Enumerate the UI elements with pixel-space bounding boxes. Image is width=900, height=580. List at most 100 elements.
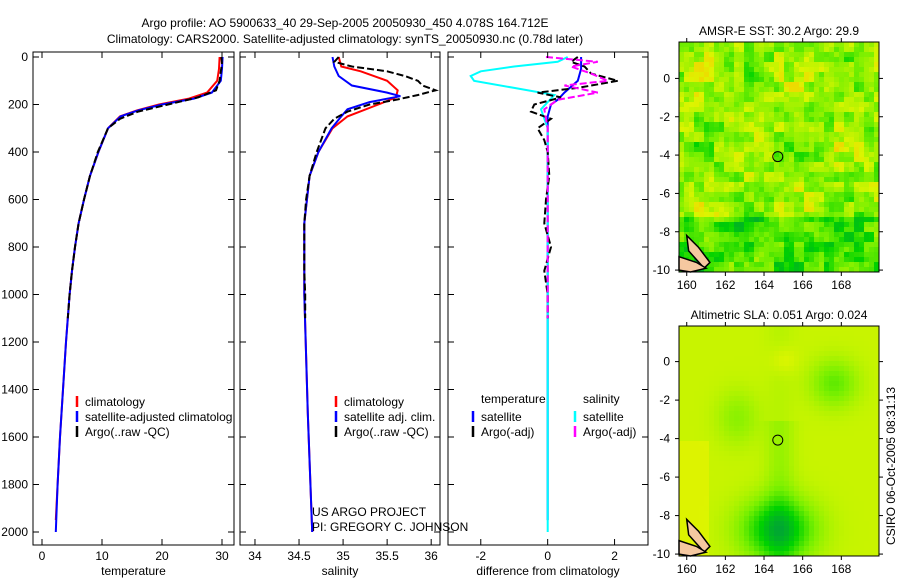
map-cell — [704, 247, 709, 252]
map-cell — [844, 247, 849, 252]
map-cell — [764, 406, 769, 411]
map-cell — [839, 436, 844, 441]
map-cell — [849, 411, 854, 416]
map-cell — [769, 237, 774, 242]
map-cell — [774, 142, 779, 147]
map-cell — [729, 551, 734, 556]
map-cell — [679, 351, 684, 356]
map-cell — [764, 401, 769, 406]
map-cell — [739, 192, 744, 197]
map-cell — [764, 366, 769, 371]
map-cell — [729, 421, 734, 426]
map-cell — [864, 167, 869, 172]
map-cell — [829, 511, 834, 516]
map-cell — [754, 237, 759, 242]
map-cell — [819, 431, 824, 436]
map-cell — [819, 336, 824, 341]
map-cell — [734, 202, 739, 207]
map-cell — [754, 521, 759, 526]
map-cell — [849, 152, 854, 157]
map-cell — [744, 262, 749, 267]
map-cell — [854, 267, 859, 272]
map-cell — [819, 446, 824, 451]
map-cell — [874, 371, 879, 376]
map-cell — [754, 122, 759, 127]
map-cell — [749, 326, 754, 331]
map-cell — [769, 481, 774, 486]
map-cell — [689, 202, 694, 207]
map-cell — [699, 157, 704, 162]
map-cell — [794, 456, 799, 461]
map-cell — [789, 157, 794, 162]
map-cell — [729, 436, 734, 441]
map-cell — [769, 42, 774, 47]
map-cell — [779, 401, 784, 406]
map-cell — [684, 386, 689, 391]
map-cell — [859, 536, 864, 541]
map-cell — [729, 102, 734, 107]
map-cell — [794, 47, 799, 52]
map-cell — [714, 336, 719, 341]
map-cell — [724, 87, 729, 92]
map-cell — [824, 87, 829, 92]
map-cell — [779, 187, 784, 192]
map-cell — [689, 112, 694, 117]
map-cell — [844, 232, 849, 237]
map-cell — [679, 132, 684, 137]
map-cell — [759, 481, 764, 486]
map-cell — [799, 546, 804, 551]
map-cell — [874, 117, 879, 122]
map-cell — [754, 341, 759, 346]
map-cell — [844, 421, 849, 426]
map-cell — [794, 262, 799, 267]
map-cell — [729, 491, 734, 496]
map-cell — [714, 232, 719, 237]
map-cell — [859, 262, 864, 267]
x-tick-label: 168 — [831, 278, 851, 292]
map-cell — [784, 431, 789, 436]
map-cell — [764, 376, 769, 381]
map-cell — [794, 232, 799, 237]
map-cell — [729, 541, 734, 546]
map-cell — [694, 501, 699, 506]
map-cell — [799, 531, 804, 536]
map-cell — [794, 212, 799, 217]
map-cell — [869, 471, 874, 476]
map-cell — [854, 396, 859, 401]
map-cell — [729, 351, 734, 356]
map-cell — [764, 471, 769, 476]
map-cell — [794, 192, 799, 197]
map-cell — [734, 466, 739, 471]
map-cell — [714, 486, 719, 491]
map-cell — [759, 491, 764, 496]
map-cell — [754, 551, 759, 556]
map-cell — [704, 82, 709, 87]
map-cell — [824, 42, 829, 47]
map-cell — [819, 506, 824, 511]
map-cell — [784, 97, 789, 102]
map-cell — [844, 541, 849, 546]
map-cell — [809, 441, 814, 446]
map-cell — [749, 47, 754, 52]
map-cell — [824, 52, 829, 57]
map-cell — [699, 192, 704, 197]
map-cell — [839, 197, 844, 202]
map-cell — [814, 197, 819, 202]
map-cell — [844, 257, 849, 262]
map-cell — [794, 172, 799, 177]
map-cell — [854, 212, 859, 217]
map-cell — [849, 431, 854, 436]
map-cell — [839, 247, 844, 252]
map-cell — [799, 466, 804, 471]
map-cell — [704, 197, 709, 202]
map-cell — [759, 267, 764, 272]
map-cell — [834, 351, 839, 356]
map-cell — [734, 441, 739, 446]
map-cell — [774, 461, 779, 466]
map-cell — [814, 242, 819, 247]
map-cell — [804, 356, 809, 361]
map-cell — [734, 516, 739, 521]
map-cell — [824, 531, 829, 536]
map-cell — [794, 247, 799, 252]
map-cell — [824, 431, 829, 436]
